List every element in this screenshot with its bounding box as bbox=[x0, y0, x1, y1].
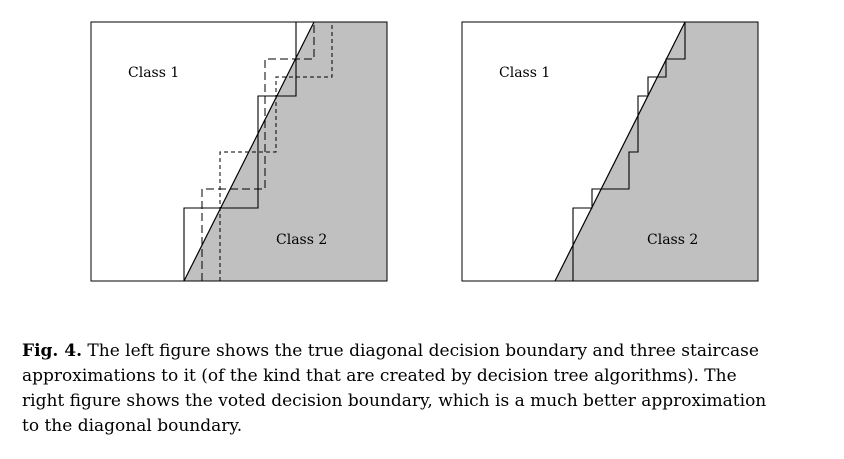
right-voted-boundary bbox=[572, 22, 686, 281]
left-panel-border bbox=[90, 21, 388, 282]
right-class2-label: Class 2 bbox=[647, 232, 698, 248]
right-class2-region bbox=[555, 22, 758, 281]
right-true-diagonal-boundary bbox=[554, 21, 686, 282]
left-staircase-dashed-1 bbox=[201, 22, 315, 281]
left-staircase-dashed-2 bbox=[219, 22, 333, 281]
figure-4: Class 1 Class 2 Class 1 Class 2 bbox=[90, 21, 759, 282]
left-class2-region bbox=[184, 22, 387, 281]
caption-line-3: right figure shows the voted decision bo… bbox=[22, 391, 767, 411]
caption-line-1-text: The left figure shows the true diagonal … bbox=[82, 341, 759, 361]
caption-line-2: approximations to it (of the kind that a… bbox=[22, 366, 737, 386]
left-class2-label: Class 2 bbox=[276, 232, 327, 248]
left-panel: Class 1 Class 2 bbox=[90, 21, 388, 282]
caption-figure-label: Fig. 4. bbox=[22, 341, 82, 361]
left-staircase-solid bbox=[183, 22, 297, 281]
right-panel: Class 1 Class 2 bbox=[461, 21, 759, 282]
right-class1-label: Class 1 bbox=[499, 65, 550, 81]
figure-caption: Fig. 4. The left figure shows the true d… bbox=[22, 339, 832, 439]
left-class1-label: Class 1 bbox=[128, 65, 179, 81]
right-panel-border bbox=[461, 21, 759, 282]
caption-line-4: to the diagonal boundary. bbox=[22, 416, 243, 436]
caption-line-1: Fig. 4. The left figure shows the true d… bbox=[22, 339, 832, 364]
